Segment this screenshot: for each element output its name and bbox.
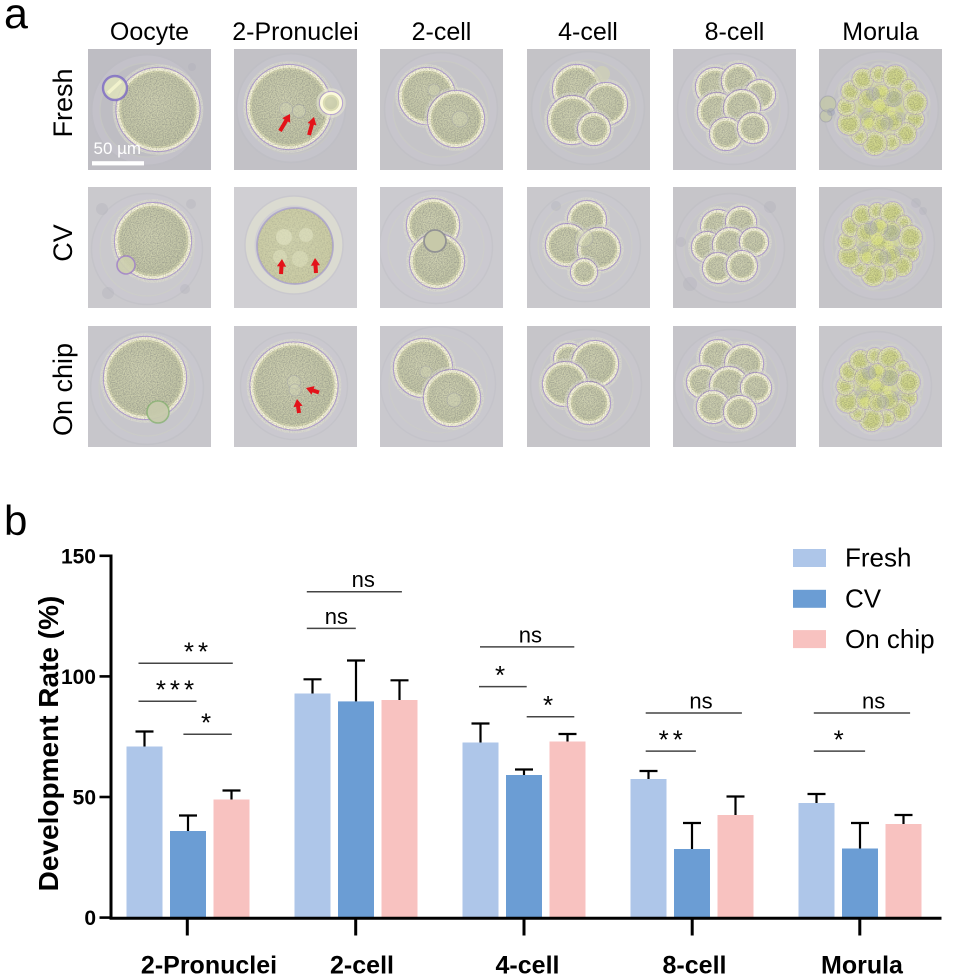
svg-text:CV: CV [845,583,882,613]
svg-text:2-Pronuclei: 2-Pronuclei [141,952,277,979]
svg-text:8-cell: 8-cell [663,952,727,979]
svg-text:4-cell: 4-cell [558,18,618,46]
svg-text:On chip: On chip [845,624,935,654]
svg-text:ns: ns [352,567,375,592]
svg-text:Morula: Morula [821,952,904,979]
svg-text:b: b [4,497,27,544]
svg-text:***: *** [156,675,198,705]
svg-text:On chip: On chip [48,343,78,436]
svg-text:CV: CV [48,224,78,262]
svg-text:2-cell: 2-cell [412,18,472,46]
svg-text:150: 150 [61,545,96,568]
svg-text:Oocyte: Oocyte [110,18,189,46]
svg-text:**: ** [184,637,212,667]
svg-text:*: * [495,660,509,690]
svg-text:Fresh: Fresh [48,68,78,137]
svg-text:ns: ns [689,689,712,714]
svg-text:4-cell: 4-cell [496,952,560,979]
svg-text:**: ** [659,725,687,755]
svg-text:ns: ns [325,604,348,629]
svg-text:Development Rate (%): Development Rate (%) [33,596,64,892]
svg-text:0: 0 [84,907,96,930]
svg-text:*: * [543,690,557,720]
svg-text:*: * [201,708,215,738]
svg-text:a: a [4,0,28,38]
svg-text:*: * [834,725,848,755]
svg-text:Fresh: Fresh [845,543,911,573]
svg-text:ns: ns [862,689,885,714]
svg-text:8-cell: 8-cell [705,18,765,46]
svg-text:50: 50 [73,787,96,810]
svg-text:2-cell: 2-cell [330,952,394,979]
svg-text:100: 100 [61,666,96,689]
svg-text:ns: ns [519,622,542,647]
svg-text:Morula: Morula [842,18,919,46]
svg-text:2-Pronuclei: 2-Pronuclei [232,18,358,46]
svg-text:50 µm: 50 µm [94,139,142,158]
